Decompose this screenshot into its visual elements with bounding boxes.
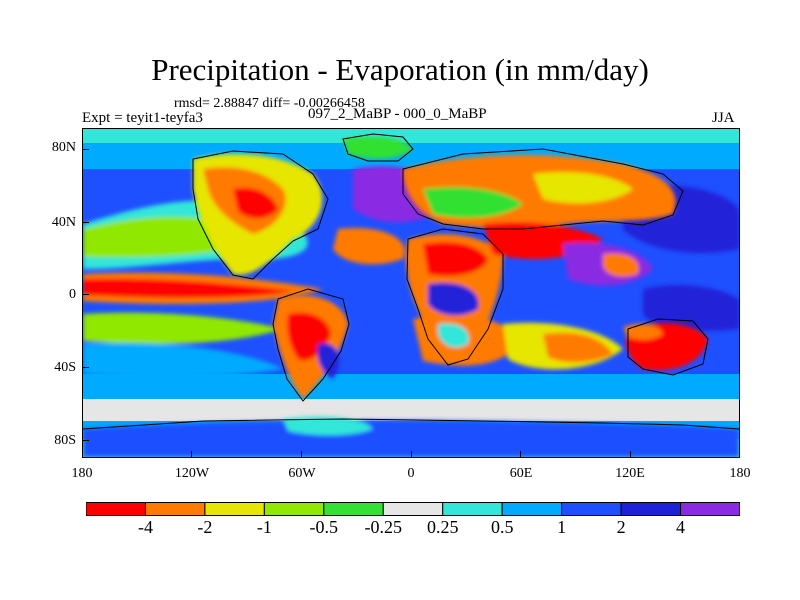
period-label: 097_2_MaBP - 000_0_MaBP — [308, 106, 487, 122]
colorbar-swatch — [144, 502, 206, 516]
lat-tick — [82, 294, 89, 295]
colorbar-swatch — [204, 502, 265, 516]
lat-tick — [82, 222, 89, 223]
lat-tick — [82, 149, 89, 150]
colorbar-label: 0.25 — [426, 517, 459, 537]
colorbar-label: 0.5 — [490, 517, 514, 537]
stats-text: rmsd= 2.88847 diff= -0.00266458 — [174, 96, 365, 111]
colorbar-label: -0.5 — [309, 517, 339, 537]
season-label: JJA — [712, 110, 735, 126]
colorbar-swatch — [382, 502, 444, 516]
lat-label-40s: 40S — [54, 360, 76, 375]
colorbar-label: 2 — [616, 517, 626, 537]
lon-label-180w: 180 — [71, 466, 93, 481]
lon-label-120e: 120E — [615, 466, 645, 481]
lon-tick — [191, 451, 192, 458]
colorbar-label: -2 — [197, 517, 213, 537]
lon-tick — [630, 451, 631, 458]
colorbar-swatch — [86, 502, 146, 516]
colorbar-label: 1 — [557, 517, 567, 537]
lon-tick — [301, 451, 302, 458]
lon-label-60w: 60W — [288, 466, 316, 481]
lat-label-80s: 80S — [54, 433, 76, 448]
colorbar-swatch — [323, 502, 384, 516]
precip-evap-map — [83, 129, 739, 457]
colorbar-swatch — [263, 502, 325, 516]
map-panel — [82, 128, 740, 458]
colorbar-swatch — [680, 502, 740, 516]
lat-label-0: 0 — [69, 287, 76, 302]
colorbar-label: -4 — [138, 517, 153, 537]
lon-tick — [411, 451, 412, 458]
colorbar-swatch — [442, 502, 503, 516]
colorbar-swatch — [620, 502, 682, 516]
lat-tick — [82, 440, 89, 441]
lat-label-80n: 80N — [51, 140, 76, 155]
colorbar-swatch — [561, 502, 622, 516]
colorbar — [86, 502, 740, 516]
colorbar-label: -0.25 — [364, 517, 403, 537]
lon-label-120w: 120W — [174, 466, 210, 481]
experiment-label: Expt = teyit1-teyfa3 — [82, 110, 203, 126]
lon-label-0: 0 — [407, 466, 415, 481]
lat-label-40n: 40N — [51, 215, 76, 230]
plot-title: Precipitation - Evaporation (in mm/day) — [151, 52, 649, 87]
lat-tick — [82, 367, 89, 368]
colorbar-label: -1 — [256, 517, 272, 537]
colorbar-swatch — [501, 502, 563, 516]
lon-tick — [520, 451, 521, 458]
lon-label-180e: 180 — [729, 466, 751, 481]
lon-label-60e: 60E — [509, 466, 533, 481]
colorbar-label: 4 — [676, 517, 685, 537]
